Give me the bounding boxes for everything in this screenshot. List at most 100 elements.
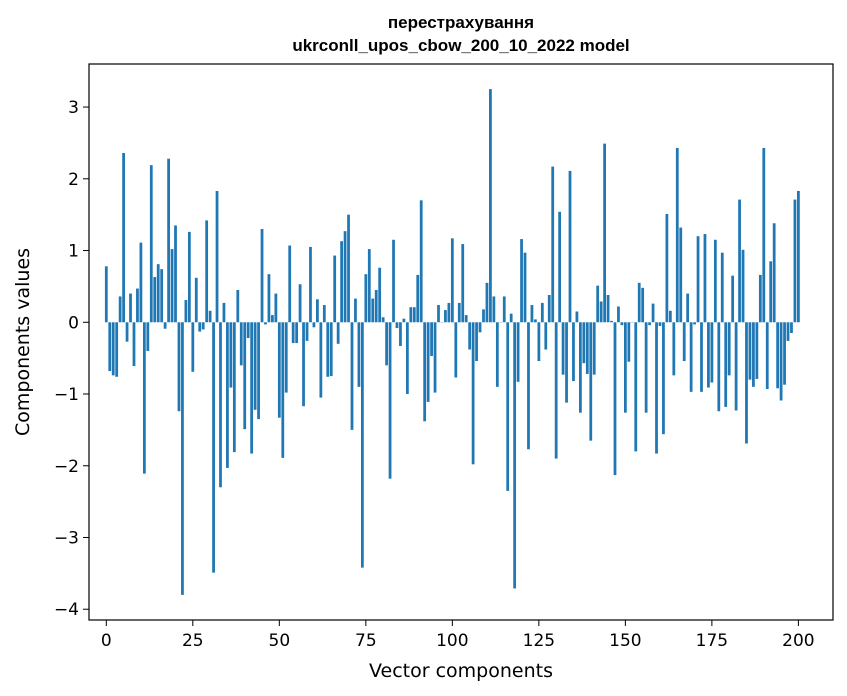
bar xyxy=(149,165,153,323)
bar xyxy=(343,231,347,323)
bar xyxy=(613,322,617,476)
bar xyxy=(246,322,250,339)
bar xyxy=(388,322,392,479)
bar xyxy=(627,322,631,362)
x-tick-label: 125 xyxy=(523,631,555,651)
bar xyxy=(409,307,413,323)
bar xyxy=(547,295,551,323)
bar xyxy=(797,190,800,323)
bar xyxy=(762,147,766,323)
bar xyxy=(142,322,146,474)
bars-group xyxy=(104,89,800,595)
bar xyxy=(191,322,195,372)
bar xyxy=(620,322,624,326)
bar xyxy=(205,220,209,323)
bar xyxy=(181,322,184,595)
bar xyxy=(291,322,295,344)
y-axis-ticks: −4 −3 −2 −1 0 1 2 3 xyxy=(54,98,89,620)
bar xyxy=(485,282,489,323)
bar xyxy=(783,322,786,385)
bar xyxy=(471,322,475,465)
bar xyxy=(118,296,122,323)
bar xyxy=(132,322,136,367)
bar xyxy=(696,236,700,323)
bar xyxy=(634,322,638,452)
bar xyxy=(170,249,174,323)
bar xyxy=(111,322,115,376)
bar xyxy=(215,190,219,323)
bar xyxy=(489,89,492,323)
y-tick-label: −3 xyxy=(54,528,79,548)
y-tick-label: 2 xyxy=(68,170,79,190)
bar xyxy=(271,315,274,323)
bar xyxy=(758,274,762,323)
plot-frame xyxy=(88,63,834,621)
bar xyxy=(717,322,721,412)
bar xyxy=(437,305,440,323)
bar xyxy=(277,322,281,418)
bar xyxy=(502,296,506,323)
bar xyxy=(537,322,541,362)
bar xyxy=(194,277,198,323)
bar xyxy=(779,322,783,401)
bar xyxy=(284,322,288,393)
bar xyxy=(662,322,665,435)
bar xyxy=(354,298,357,323)
bar xyxy=(309,246,312,323)
y-tick-label: 0 xyxy=(68,313,79,333)
bar xyxy=(444,310,447,323)
bar xyxy=(381,317,385,323)
bar xyxy=(340,241,343,323)
bar xyxy=(160,269,164,323)
bar xyxy=(527,322,530,450)
bar xyxy=(232,322,236,453)
bar xyxy=(568,170,572,323)
bar xyxy=(319,322,323,398)
bar xyxy=(482,309,485,323)
x-axis-label: Vector components xyxy=(369,660,553,682)
bar xyxy=(679,227,683,323)
bar xyxy=(208,310,212,323)
bar xyxy=(156,264,160,323)
bar xyxy=(416,274,420,323)
bar xyxy=(516,322,520,382)
bar xyxy=(385,322,388,366)
bar xyxy=(713,239,717,323)
bar xyxy=(675,147,679,323)
bar xyxy=(582,322,586,364)
bar xyxy=(475,322,478,362)
bar xyxy=(579,322,582,413)
bar xyxy=(426,322,430,402)
bar xyxy=(710,322,714,383)
bar xyxy=(229,322,233,388)
bar xyxy=(693,322,696,325)
bar xyxy=(589,322,593,441)
bar xyxy=(378,267,382,323)
bar xyxy=(703,234,707,323)
bar xyxy=(405,322,409,395)
bar xyxy=(610,320,613,323)
bar xyxy=(139,242,143,323)
bar xyxy=(745,322,748,444)
bar xyxy=(655,322,658,454)
y-axis-label: Components values xyxy=(12,248,34,436)
bar xyxy=(530,305,534,323)
bar xyxy=(419,200,423,323)
bar xyxy=(741,249,745,323)
bar xyxy=(336,322,340,344)
bar xyxy=(585,322,589,374)
bar xyxy=(558,211,562,323)
bar xyxy=(326,322,330,377)
bar xyxy=(454,322,458,378)
bar xyxy=(592,322,596,375)
bar xyxy=(153,277,157,323)
bar xyxy=(551,166,555,323)
bar xyxy=(765,322,769,389)
x-tick-label: 150 xyxy=(609,631,641,651)
bar xyxy=(707,322,710,388)
bar xyxy=(772,223,776,323)
bar xyxy=(658,322,662,326)
chart-title-line1: перестрахування xyxy=(388,13,534,32)
bar xyxy=(509,313,513,323)
bar xyxy=(665,213,669,323)
